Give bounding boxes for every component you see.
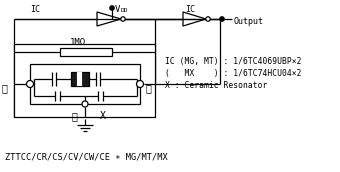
Bar: [60, 48, 112, 56]
Text: ①: ①: [2, 83, 8, 93]
Circle shape: [121, 17, 125, 21]
Text: (   MX    ) : 1/6TC74HCU04×2: ( MX ) : 1/6TC74HCU04×2: [165, 69, 302, 78]
Text: 1MΩ: 1MΩ: [70, 38, 86, 47]
Text: V: V: [115, 4, 120, 13]
Circle shape: [82, 101, 88, 107]
Text: IC: IC: [30, 5, 40, 14]
Bar: [71, 72, 89, 86]
Bar: [30, 64, 140, 104]
Circle shape: [206, 17, 210, 21]
Bar: [14, 44, 155, 117]
Text: ②: ②: [71, 111, 77, 121]
Text: X: X: [100, 111, 106, 121]
Circle shape: [220, 17, 224, 21]
Text: ZTTCC/CR/CS/CV/CW/CE ∗ MG/MT/MX: ZTTCC/CR/CS/CV/CW/CE ∗ MG/MT/MX: [5, 153, 168, 162]
Circle shape: [136, 80, 143, 88]
Text: DD: DD: [121, 8, 129, 13]
Text: Output: Output: [234, 18, 264, 26]
Text: X : Ceramic Resonator: X : Ceramic Resonator: [165, 81, 267, 90]
Text: IC: IC: [185, 5, 195, 14]
Text: ③: ③: [146, 83, 152, 93]
Circle shape: [27, 80, 34, 88]
Text: IC (MG, MT) : 1/6TC4069UBP×2: IC (MG, MT) : 1/6TC4069UBP×2: [165, 57, 302, 66]
Circle shape: [110, 6, 114, 10]
Bar: [77, 72, 82, 86]
